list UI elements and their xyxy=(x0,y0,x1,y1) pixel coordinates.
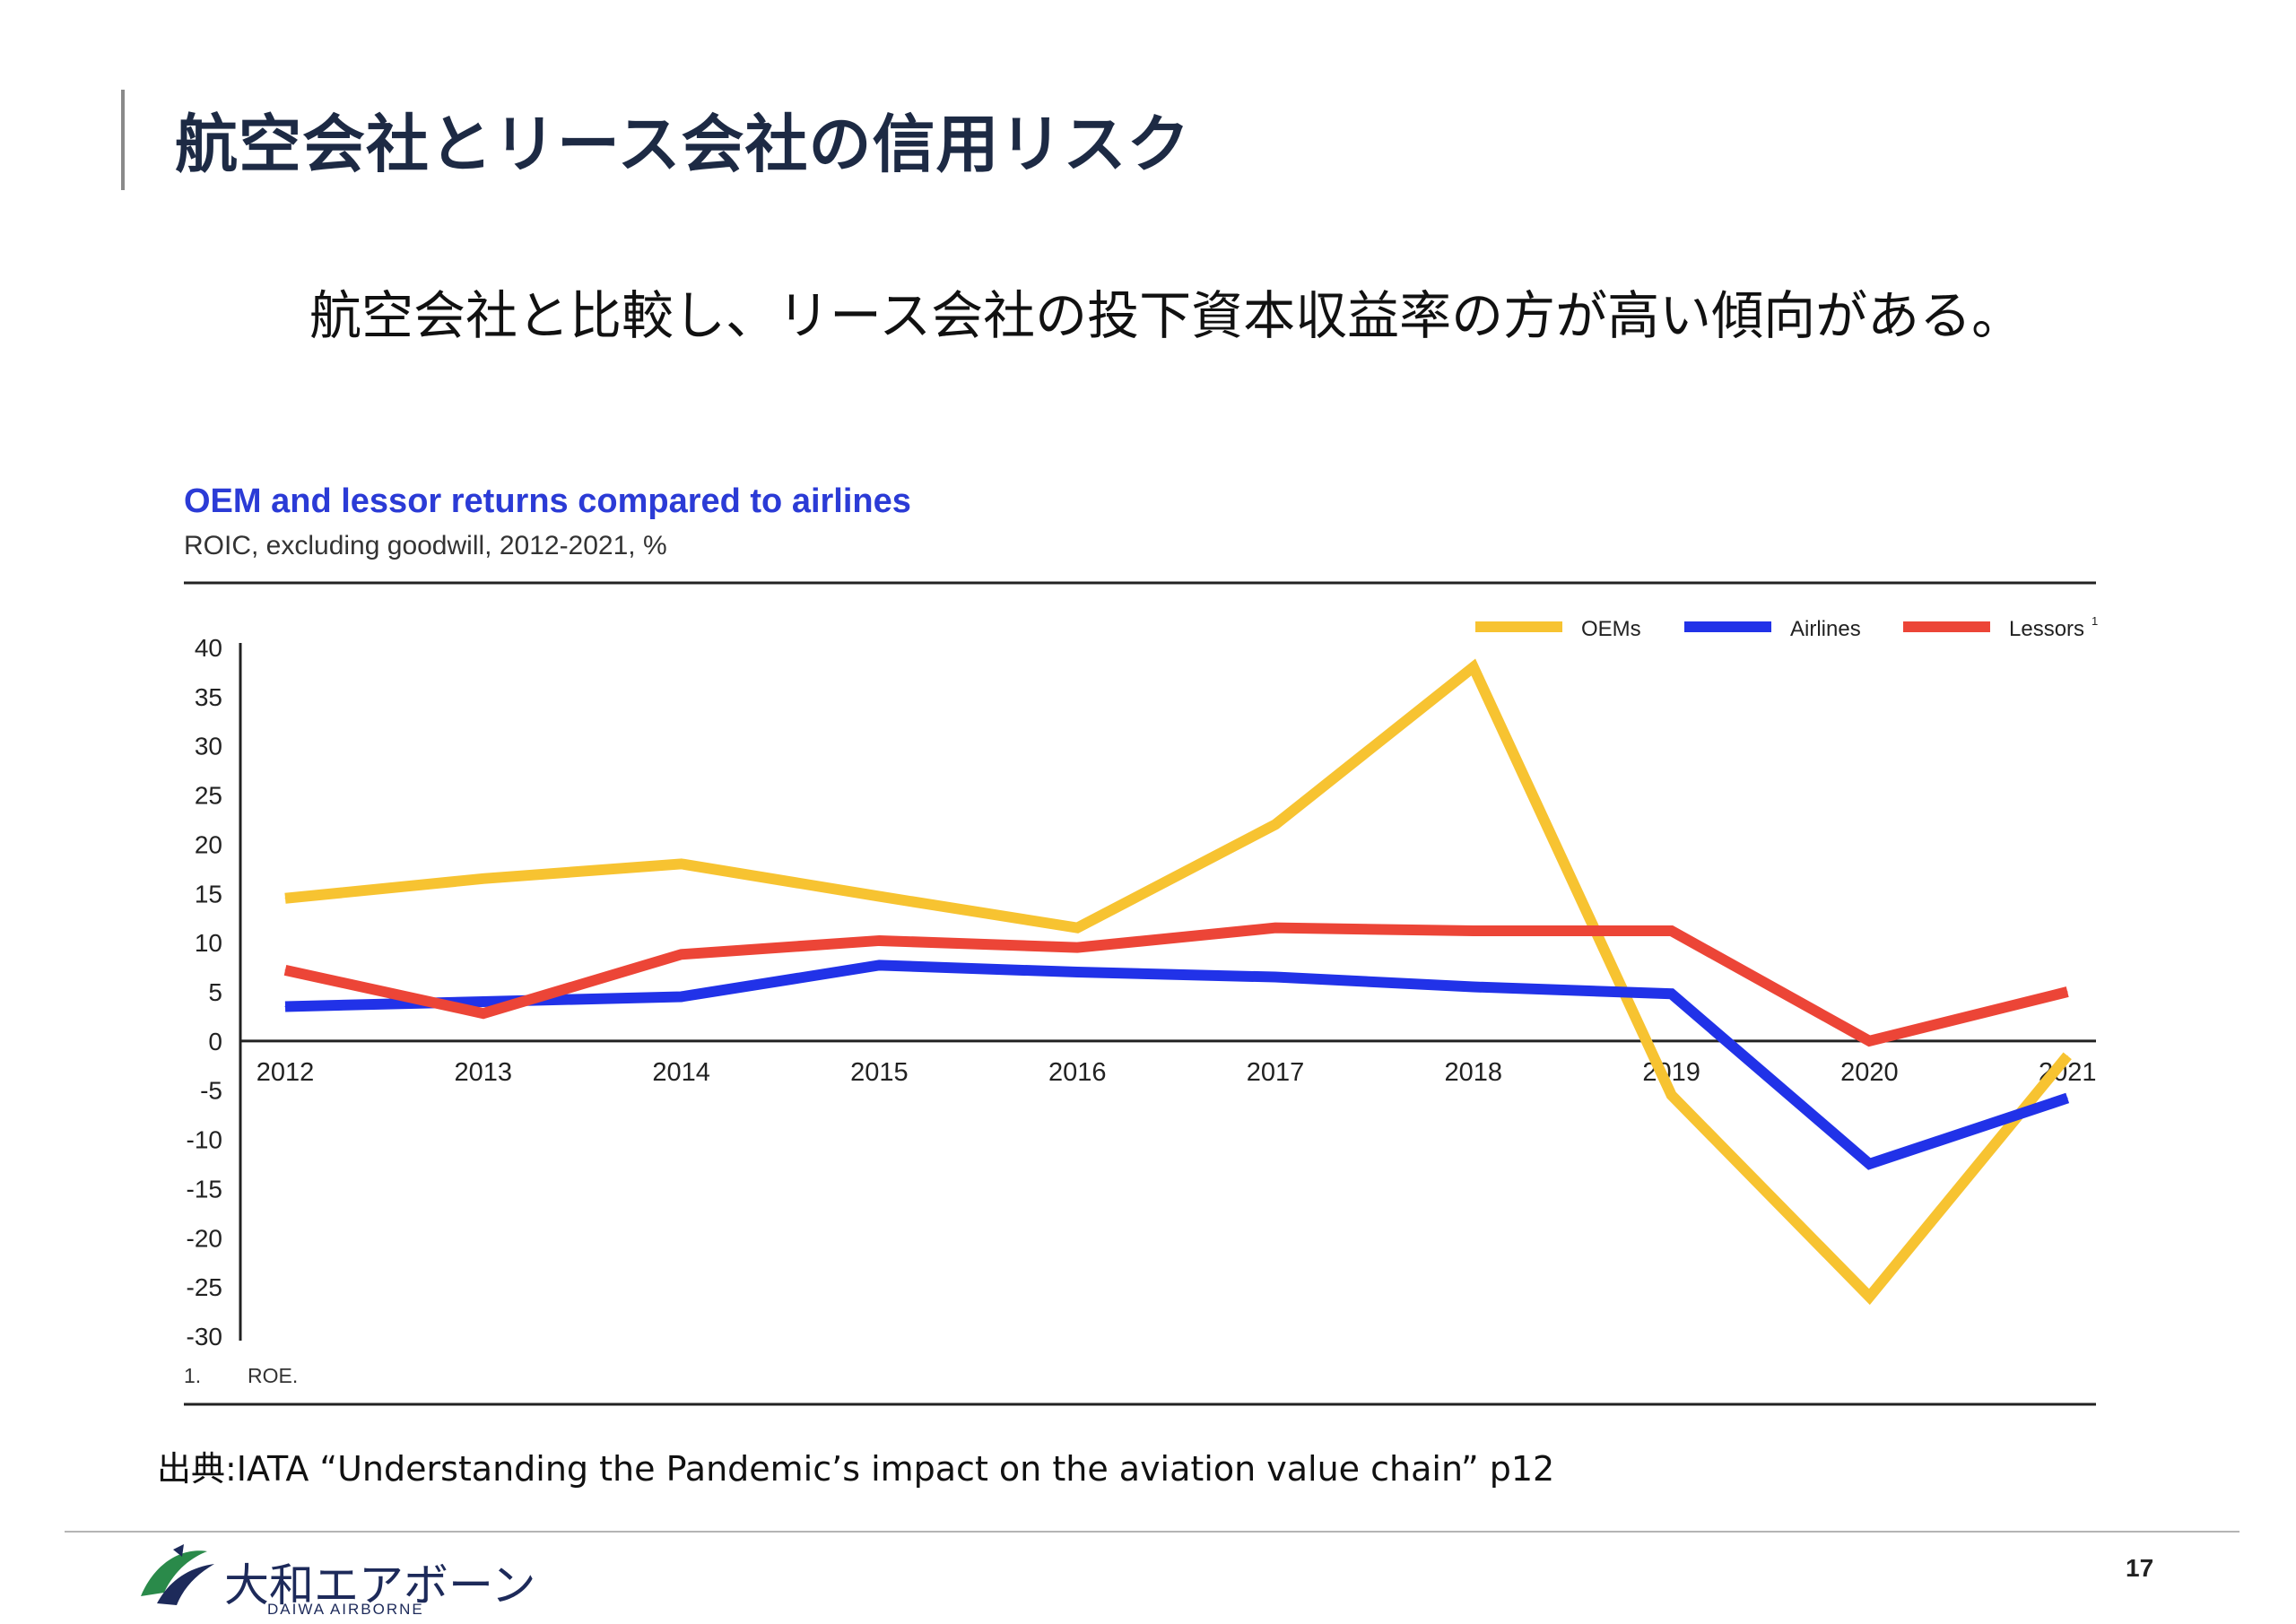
data-point-airlines xyxy=(1076,971,1078,973)
company-logo-name-en: DAIWA AIRBORNE xyxy=(267,1601,424,1618)
legend-footnote-marker: 1 xyxy=(2092,614,2098,628)
lead-statement: 航空会社と比較し、リース会社の投下資本収益率の方が高い傾向がある。 xyxy=(309,285,2024,346)
data-point-lessors xyxy=(1274,927,1276,929)
series-line-oems xyxy=(284,658,2072,1306)
x-tick-label: 2015 xyxy=(850,1058,909,1087)
data-point-oems xyxy=(284,898,286,899)
data-point-lessors xyxy=(1473,930,1474,932)
y-tick-label: 40 xyxy=(195,634,222,662)
legend-label-oems: OEMs xyxy=(1581,617,1641,641)
data-point-oems xyxy=(1274,823,1276,825)
data-point-lessors xyxy=(2066,991,2068,993)
data-point-oems xyxy=(878,896,880,898)
data-point-lessors xyxy=(1868,1040,1870,1042)
data-point-oems xyxy=(1473,666,1474,668)
data-point-airlines xyxy=(1868,1163,1870,1165)
y-tick-label: 5 xyxy=(208,978,222,1006)
chart-subtitle: ROIC, excluding goodwill, 2012-2021, % xyxy=(184,531,667,560)
chart-legend: OEMs Airlines Lessors 1 xyxy=(1475,614,2098,641)
x-tick-label: 2012 xyxy=(257,1058,315,1087)
y-tick-label: 0 xyxy=(208,1028,222,1055)
y-tick-label: 15 xyxy=(195,880,222,908)
data-point-oems xyxy=(1671,1094,1673,1096)
y-tick-labels: 40 35 30 25 20 15 10 5 0 -5 -10 -15 -20 -25 -30 xyxy=(187,634,222,1350)
chart-title: OEM and lessor returns compared to airli… xyxy=(184,482,911,520)
data-point-oems xyxy=(1868,1296,1870,1298)
y-tick-label: -30 xyxy=(187,1323,222,1350)
legend-swatch-airlines xyxy=(1684,621,1771,632)
x-tick-label: 2014 xyxy=(652,1058,710,1087)
x-tick-labels: 2012 2013 2014 2015 2016 2017 2018 2019 2020 2021 xyxy=(257,1058,2097,1087)
company-logo-name-jp: 大和エアボーン xyxy=(224,1559,536,1611)
y-tick-label: -15 xyxy=(187,1175,222,1203)
page-title: 航空会社とリース会社の信用リスク xyxy=(175,108,1191,181)
series-line-airlines xyxy=(284,960,2070,1170)
page-number: 17 xyxy=(2126,1554,2154,1582)
title-accent-bar xyxy=(121,90,125,190)
y-tick-label: 10 xyxy=(195,929,222,957)
x-tick-label: 2020 xyxy=(1840,1058,1899,1087)
data-point-lessors xyxy=(1671,930,1673,932)
legend-swatch-lessors xyxy=(1903,621,1990,632)
data-point-lessors xyxy=(1076,947,1078,949)
x-tick-label: 2013 xyxy=(455,1058,513,1087)
data-point-lessors xyxy=(878,940,880,942)
y-tick-label: -25 xyxy=(187,1273,222,1301)
data-point-airlines xyxy=(1473,986,1474,988)
source-citation: 出典:IATA “Understanding the Pandemic’s im… xyxy=(157,1449,1555,1489)
y-tick-label: -5 xyxy=(200,1077,222,1105)
y-tick-label: 30 xyxy=(195,733,222,760)
daiwa-airborne-logo-icon xyxy=(141,1544,214,1605)
data-point-airlines xyxy=(878,964,880,966)
data-point-airlines xyxy=(681,995,683,997)
x-tick-label: 2017 xyxy=(1247,1058,1305,1087)
x-tick-label: 2018 xyxy=(1445,1058,1503,1087)
legend-label-lessors: Lessors xyxy=(2009,617,2084,641)
legend-label-airlines: Airlines xyxy=(1790,617,1861,641)
y-tick-label: 35 xyxy=(195,683,222,711)
legend-swatch-oems xyxy=(1475,621,1562,632)
series-line-lessors xyxy=(283,922,2069,1047)
y-tick-label: 20 xyxy=(195,830,222,858)
data-point-oems xyxy=(1076,927,1078,929)
data-point-lessors xyxy=(681,953,683,955)
y-tick-label: -10 xyxy=(187,1126,222,1154)
footer-divider xyxy=(65,1531,2239,1533)
data-point-airlines xyxy=(284,1005,286,1007)
footnote-text: ROE. xyxy=(248,1364,298,1387)
chart-series xyxy=(283,658,2072,1306)
y-tick-label: 25 xyxy=(195,782,222,810)
data-point-oems xyxy=(2066,1055,2068,1056)
x-tick-label: 2016 xyxy=(1048,1058,1107,1087)
y-tick-label: -20 xyxy=(187,1224,222,1252)
data-point-lessors xyxy=(284,969,286,971)
data-point-airlines xyxy=(2066,1097,2068,1099)
footnote-marker: 1. xyxy=(184,1364,201,1387)
